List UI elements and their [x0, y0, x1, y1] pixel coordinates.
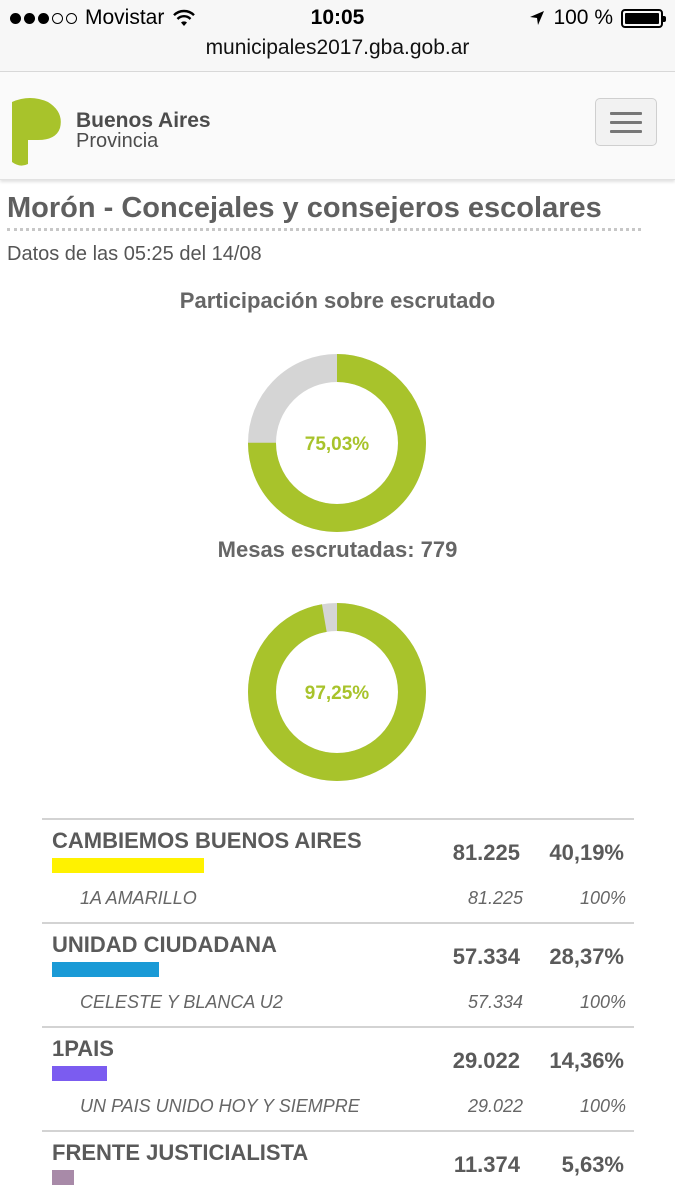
battery-percent: 100 %	[553, 6, 613, 29]
party-row[interactable]: UNIDAD CIUDADANA 57.334 28,37%	[42, 924, 634, 980]
party-result: 1PAIS 29.022 14,36% UN PAIS UNIDO HOY Y …	[42, 1026, 634, 1130]
list-votes: 57.334	[467, 992, 523, 1012]
party-color-swatch	[52, 962, 159, 977]
party-votes: 57.334	[452, 944, 520, 969]
list-row: UN PAIS UNIDO HOY Y SIEMPRE 29.022 100%	[42, 1084, 634, 1130]
brand-wordmark[interactable]: Buenos Aires Provincia	[76, 110, 211, 152]
list-name: UN PAIS UNIDO HOY Y SIEMPRE	[80, 1096, 360, 1116]
signal-strength-icon	[10, 12, 77, 24]
carrier-indicator: Movistar	[10, 6, 196, 30]
tables-counted-donut: 97,25%	[248, 603, 426, 781]
list-name: 1A AMARILLO	[80, 888, 197, 908]
menu-bar	[610, 120, 642, 124]
party-color-swatch	[52, 1066, 107, 1081]
party-result: UNIDAD CIUDADANA 57.334 28,37% CELESTE Y…	[42, 922, 634, 1026]
list-row: 1A AMARILLO 81.225 100%	[42, 876, 634, 922]
party-color-swatch	[52, 858, 204, 873]
list-percent: 100%	[579, 992, 626, 1012]
party-name: CAMBIEMOS BUENOS AIRES	[52, 828, 362, 853]
list-percent: 100%	[579, 1096, 626, 1116]
party-row[interactable]: FRENTE JUSTICIALISTA 11.374 5,63%	[42, 1132, 634, 1188]
location-arrow-icon	[530, 11, 545, 25]
battery-indicator: 100 %	[529, 6, 666, 30]
list-row: CELESTE Y BLANCA U2 57.334 100%	[42, 980, 634, 1026]
party-row[interactable]: CAMBIEMOS BUENOS AIRES 81.225 40,19%	[42, 820, 634, 876]
participation-donut: 75,03%	[248, 354, 426, 532]
wifi-icon	[173, 9, 196, 26]
list-percent: 100%	[579, 888, 626, 908]
party-name: 1PAIS	[52, 1036, 114, 1061]
menu-bar	[610, 111, 642, 115]
party-result: FRENTE JUSTICIALISTA 11.374 5,63%	[42, 1130, 634, 1188]
results-table: CAMBIEMOS BUENOS AIRES 81.225 40,19% 1A …	[42, 818, 634, 1188]
list-votes: 81.225	[467, 888, 523, 908]
address-bar-url[interactable]: municipales2017.gba.gob.ar	[205, 36, 470, 59]
tables-value-arc	[248, 603, 426, 781]
participation-heading: Participación sobre escrutado	[179, 288, 496, 313]
brand-line-1: Buenos Aires	[76, 109, 211, 132]
page-title: Morón - Concejales y consejeros escolare…	[7, 192, 602, 224]
party-name: UNIDAD CIUDADANA	[52, 932, 277, 957]
brand-line-2: Provincia	[76, 130, 159, 152]
party-row[interactable]: 1PAIS 29.022 14,36%	[42, 1028, 634, 1084]
tables-counted-heading: Mesas escrutadas: 779	[217, 537, 458, 562]
party-votes: 11.374	[453, 1152, 520, 1177]
party-name: FRENTE JUSTICIALISTA	[52, 1140, 309, 1165]
province-logo-icon[interactable]	[8, 96, 64, 168]
browser-status-bar: Movistar 10:05 100 % municipales2017.gba…	[0, 0, 675, 72]
battery-icon	[621, 8, 666, 28]
site-header: Buenos Aires Provincia	[0, 72, 675, 180]
party-percent: 14,36%	[549, 1048, 624, 1073]
party-percent: 5,63%	[561, 1152, 624, 1177]
participation-value-arc	[248, 354, 426, 532]
tables-counted-percent: 97,25%	[305, 683, 370, 704]
party-votes: 29.022	[452, 1048, 520, 1073]
list-votes: 29.022	[467, 1096, 523, 1116]
hamburger-menu-button[interactable]	[595, 98, 657, 146]
menu-bar	[610, 129, 642, 133]
participation-percent: 75,03%	[305, 434, 370, 455]
party-result: CAMBIEMOS BUENOS AIRES 81.225 40,19% 1A …	[42, 818, 634, 922]
clock: 10:05	[310, 6, 365, 29]
party-votes: 81.225	[452, 840, 520, 865]
party-color-swatch	[52, 1170, 74, 1185]
party-percent: 40,19%	[549, 840, 624, 865]
carrier-name: Movistar	[85, 6, 165, 29]
list-name: CELESTE Y BLANCA U2	[80, 992, 283, 1012]
title-divider	[7, 228, 641, 231]
data-timestamp: Datos de las 05:25 del 14/08	[7, 243, 262, 265]
party-percent: 28,37%	[549, 944, 624, 969]
